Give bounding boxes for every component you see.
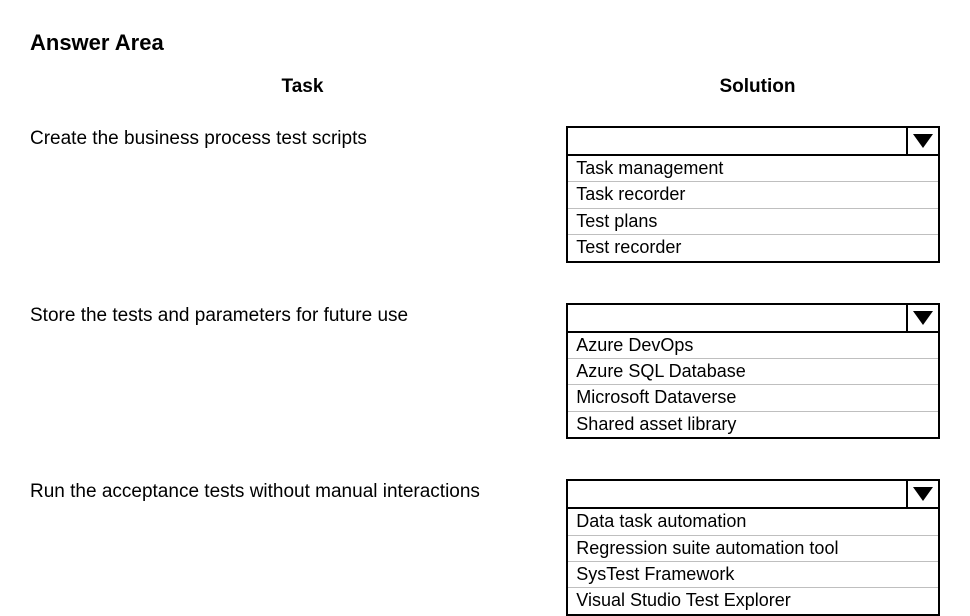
chevron-down-icon: [913, 311, 933, 325]
dropdown-selected[interactable]: [568, 481, 938, 509]
page-title: Answer Area: [30, 30, 940, 56]
dropdown[interactable]: Task managementTask recorderTest plansTe…: [566, 126, 940, 263]
dropdown-option[interactable]: Regression suite automation tool: [568, 536, 938, 562]
task-row: Store the tests and parameters for futur…: [30, 303, 940, 440]
header-solution: Solution: [575, 76, 940, 98]
rows-container: Create the business process test scripts…: [30, 126, 940, 616]
column-headers: Task Solution: [30, 76, 940, 98]
solution-column: Data task automationRegression suite aut…: [566, 479, 940, 616]
task-row: Run the acceptance tests without manual …: [30, 479, 940, 616]
dropdown-toggle[interactable]: [906, 128, 938, 154]
dropdown-option[interactable]: Test plans: [568, 209, 938, 235]
task-row: Create the business process test scripts…: [30, 126, 940, 263]
dropdown-option[interactable]: Azure DevOps: [568, 333, 938, 359]
task-text: Run the acceptance tests without manual …: [30, 479, 566, 503]
dropdown-option[interactable]: Shared asset library: [568, 412, 938, 437]
task-text: Create the business process test scripts: [30, 126, 566, 150]
dropdown-option[interactable]: Task recorder: [568, 182, 938, 208]
dropdown-value: [568, 128, 906, 154]
dropdown-option[interactable]: Microsoft Dataverse: [568, 385, 938, 411]
dropdown-option[interactable]: Visual Studio Test Explorer: [568, 588, 938, 613]
chevron-down-icon: [913, 134, 933, 148]
dropdown-toggle[interactable]: [906, 481, 938, 507]
task-text: Store the tests and parameters for futur…: [30, 303, 566, 327]
dropdown-toggle[interactable]: [906, 305, 938, 331]
dropdown-selected[interactable]: [568, 128, 938, 156]
dropdown[interactable]: Azure DevOpsAzure SQL DatabaseMicrosoft …: [566, 303, 940, 440]
dropdown-value: [568, 481, 906, 507]
chevron-down-icon: [913, 487, 933, 501]
dropdown-option[interactable]: Data task automation: [568, 509, 938, 535]
solution-column: Task managementTask recorderTest plansTe…: [566, 126, 940, 263]
dropdown-value: [568, 305, 906, 331]
solution-column: Azure DevOpsAzure SQL DatabaseMicrosoft …: [566, 303, 940, 440]
dropdown-option[interactable]: Test recorder: [568, 235, 938, 260]
dropdown-selected[interactable]: [568, 305, 938, 333]
dropdown-option[interactable]: Azure SQL Database: [568, 359, 938, 385]
header-task: Task: [30, 76, 575, 98]
dropdown[interactable]: Data task automationRegression suite aut…: [566, 479, 940, 616]
dropdown-option[interactable]: Task management: [568, 156, 938, 182]
dropdown-option[interactable]: SysTest Framework: [568, 562, 938, 588]
